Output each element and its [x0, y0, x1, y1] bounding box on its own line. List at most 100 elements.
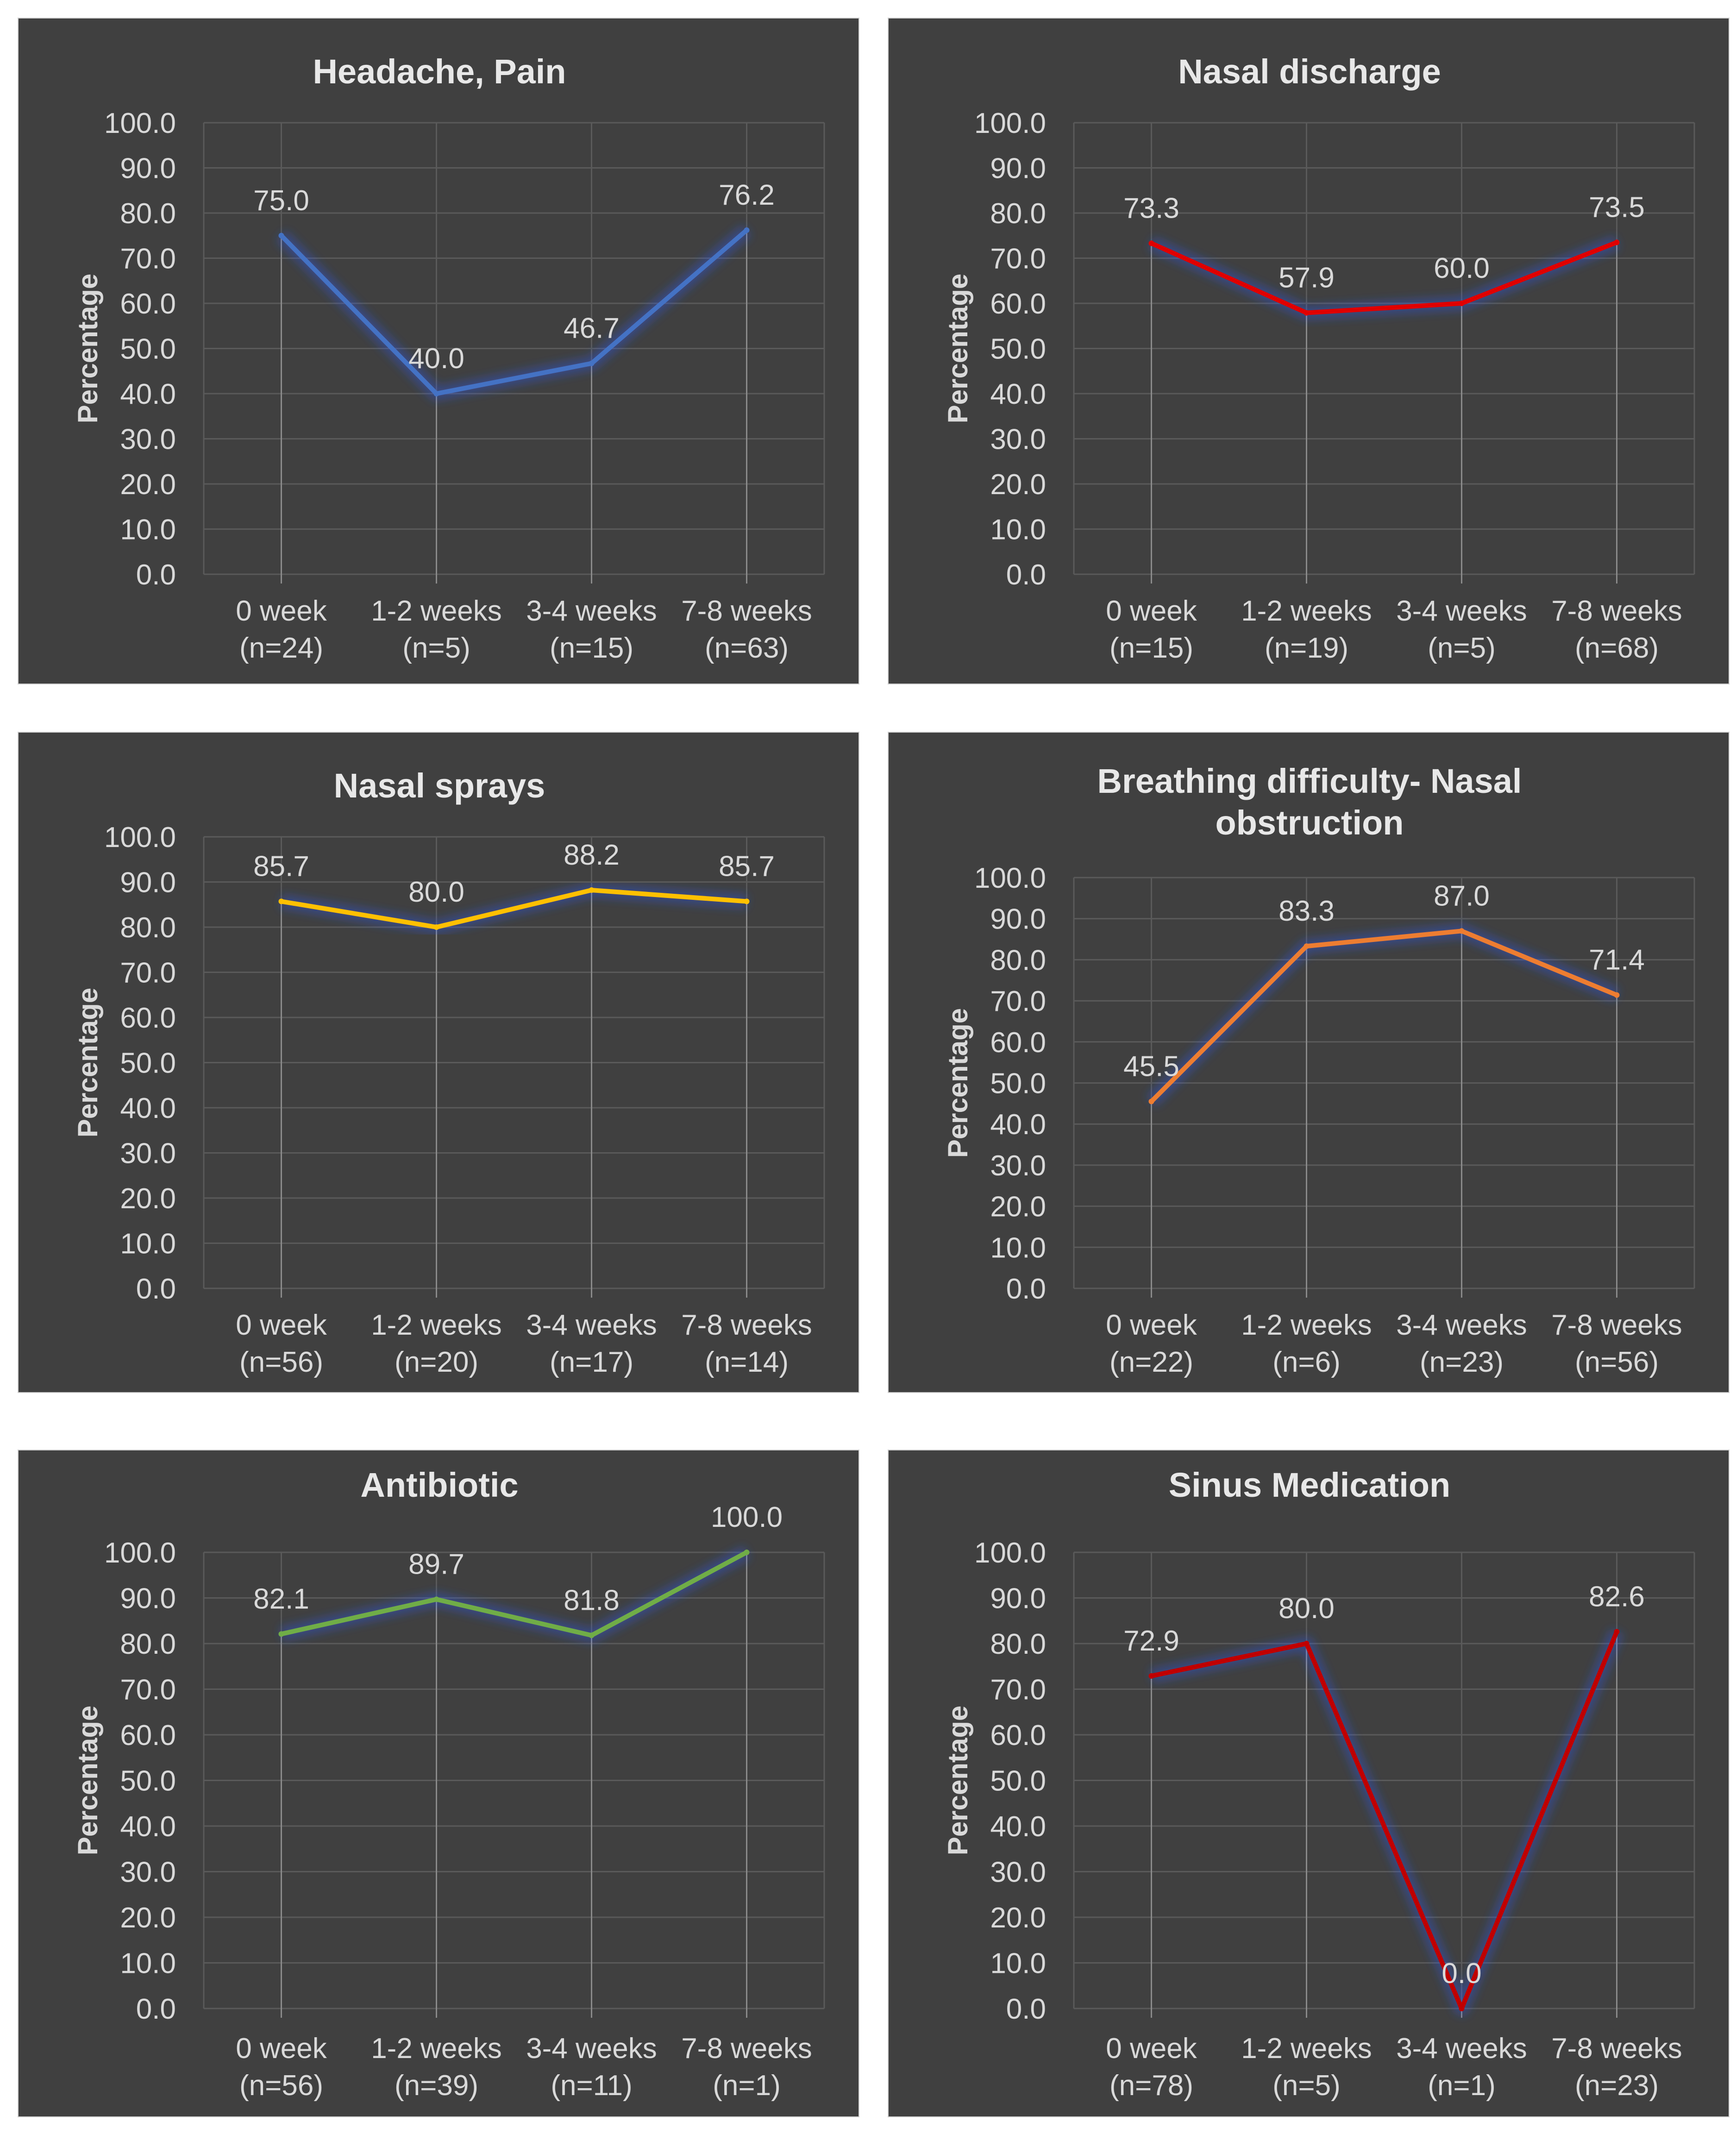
y-tick-label: 80.0 [990, 198, 1046, 230]
x-tick-sample-size: (n=5) [1272, 2070, 1340, 2102]
x-tick-sample-size: (n=23) [1420, 1346, 1504, 1378]
y-tick-label: 90.0 [120, 153, 176, 185]
data-point [433, 391, 439, 396]
data-point [433, 1596, 439, 1602]
x-tick-sample-size: (n=56) [1575, 1346, 1659, 1378]
y-tick-label: 0.0 [1006, 559, 1046, 591]
data-point [1148, 240, 1154, 246]
data-label: 82.6 [1589, 1581, 1645, 1613]
chart-title: Nasal discharge [1178, 52, 1441, 91]
y-tick-label: 90.0 [120, 1583, 176, 1615]
data-point [1614, 1629, 1620, 1635]
data-point [1614, 239, 1620, 245]
x-tick-sample-size: (n=11) [551, 2070, 632, 2102]
x-tick-label: 0 week [1106, 1309, 1197, 1341]
x-tick-sample-size: (n=39) [395, 2070, 478, 2102]
series-glow [1146, 924, 1620, 1107]
data-label: 80.0 [408, 876, 464, 908]
x-tick-label: 1-2 weeks [371, 2033, 502, 2065]
y-tick-label: 20.0 [990, 1191, 1046, 1223]
chart-panel-headache-pain: Headache, Pain 100.0 90.0 80.0 70.0 60.0 50.0 4… [18, 18, 859, 684]
x-tick-sample-size: (n=15) [550, 632, 633, 664]
y-tick-label: 40.0 [990, 1811, 1046, 1843]
x-tick-label: 0 week [236, 595, 327, 627]
y-tick-label: 10.0 [990, 1232, 1046, 1264]
data-label: 85.7 [253, 850, 309, 882]
data-point [1148, 1673, 1154, 1679]
data-point [1304, 943, 1310, 949]
y-tick-label: 10.0 [990, 1948, 1046, 1980]
y-tick-label: 100.0 [974, 862, 1046, 894]
data-point [589, 360, 595, 366]
chart-svg-nasal-sprays: Nasal sprays 100.0 90.0 80.0 70.0 60.0 50.0 40.… [72, 766, 825, 1378]
y-tick-label: 70.0 [990, 243, 1046, 275]
data-point [1148, 1098, 1154, 1105]
y-tick-label: 40.0 [990, 378, 1046, 410]
data-label: 40.0 [408, 343, 464, 375]
y-tick-label: 90.0 [990, 1583, 1046, 1615]
series-line [1149, 1629, 1619, 2011]
x-tick-sample-size: (n=22) [1109, 1346, 1193, 1378]
chart-title: Breathing difficulty- Nasal [1097, 762, 1522, 800]
data-point [589, 887, 595, 893]
data-label: 82.1 [253, 1583, 309, 1615]
y-tick-label: 0.0 [136, 559, 176, 591]
series-line [279, 228, 749, 396]
y-tick-label: 60.0 [120, 288, 176, 320]
data-label: 76.2 [719, 179, 775, 211]
chart-svg-headache-pain: Headache, Pain 100.0 90.0 80.0 70.0 60.0 50.0 4… [72, 52, 825, 664]
y-tick-label: 10.0 [120, 1228, 176, 1260]
data-label: 88.2 [564, 839, 620, 871]
data-label: 0.0 [1441, 1958, 1481, 1990]
x-tick-label: 1-2 weeks [371, 595, 502, 627]
series-glow [1150, 1629, 1623, 2015]
data-label: 73.5 [1589, 191, 1645, 223]
data-point [278, 898, 284, 904]
y-tick-label: 30.0 [990, 1857, 1046, 1889]
y-tick-label: 0.0 [1006, 1273, 1046, 1305]
y-axis-label: Percentage [942, 1008, 973, 1158]
chart-svg-sinus-medication: Sinus Medication 100.0 90.0 80.0 70.0 60.0 50.… [942, 1466, 1695, 2102]
y-tick-label: 10.0 [120, 514, 176, 546]
y-tick-label: 80.0 [990, 944, 1046, 976]
y-tick-label: 30.0 [990, 1150, 1046, 1182]
y-tick-label: 30.0 [120, 1857, 176, 1889]
data-label: 75.0 [253, 185, 309, 217]
series-glow [1148, 236, 1619, 320]
y-tick-label: 60.0 [990, 288, 1046, 320]
data-label: 85.7 [719, 850, 775, 882]
chart-svg-antibiotic: Antibiotic 100.0 90.0 80.0 70.0 60.0 50.0 40.0 3… [72, 1466, 825, 2102]
x-tick-label: 7-8 weeks [681, 595, 812, 627]
y-tick-label: 50.0 [990, 333, 1046, 365]
x-tick-label: 1-2 weeks [1241, 595, 1372, 627]
y-tick-label: 50.0 [990, 1068, 1046, 1100]
data-point [1304, 1641, 1310, 1646]
y-tick-label: 0.0 [1006, 1993, 1046, 2025]
x-tick-sample-size: (n=56) [239, 1346, 323, 1378]
x-tick-sample-size: (n=1) [1428, 2070, 1495, 2102]
x-tick-sample-size: (n=23) [1575, 2070, 1659, 2102]
chart-panel-breathing-difficulty: Breathing difficulty- Nasal obstruction 10… [888, 732, 1730, 1393]
chart-title: Headache, Pain [313, 52, 566, 91]
y-tick-label: 50.0 [120, 333, 176, 365]
x-tick-sample-size: (n=1) [713, 2070, 780, 2102]
data-label: 80.0 [1278, 1593, 1335, 1625]
series-line [1149, 929, 1619, 1104]
x-tick-label: 3-4 weeks [526, 2033, 657, 2065]
x-tick-sample-size: (n=78) [1109, 2070, 1193, 2102]
x-tick-sample-size: (n=68) [1575, 632, 1659, 664]
y-tick-label: 30.0 [120, 1138, 176, 1170]
x-tick-label: 1-2 weeks [1241, 1309, 1372, 1341]
data-point [1459, 301, 1465, 306]
chart-panel-sinus-medication: Sinus Medication 100.0 90.0 80.0 70.0 60.0 50.… [888, 1450, 1730, 2117]
y-tick-label: 20.0 [120, 1902, 176, 1934]
y-tick-label: 0.0 [136, 1273, 176, 1305]
y-tick-label: 100.0 [104, 1537, 176, 1569]
x-tick-label: 1-2 weeks [371, 1309, 502, 1341]
x-tick-label: 0 week [236, 1309, 327, 1341]
y-tick-label: 90.0 [120, 867, 176, 899]
chart-title: Antibiotic [360, 1466, 518, 1504]
chart-panel-nasal-sprays: Nasal sprays 100.0 90.0 80.0 70.0 60.0 50.0 40.… [18, 732, 859, 1393]
y-tick-label: 90.0 [990, 153, 1046, 185]
